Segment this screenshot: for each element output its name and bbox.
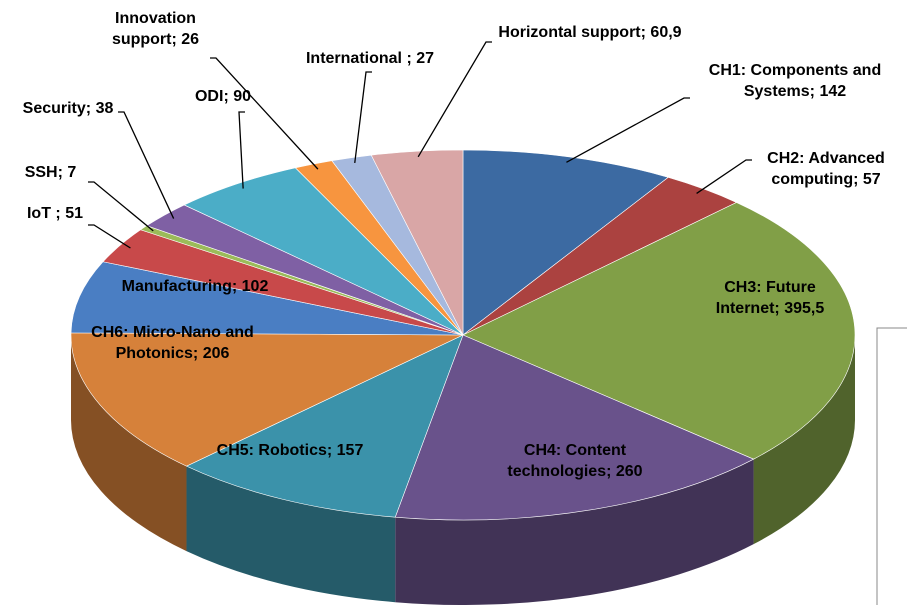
label-part: 7 <box>67 164 77 181</box>
label-part: CH2: Advanced computing <box>767 150 885 188</box>
leader-line <box>88 181 154 232</box>
leader-line <box>210 57 319 170</box>
label-part: ; <box>853 171 859 188</box>
label-part: ODI <box>194 88 224 105</box>
data-label: CH4: Content technologies; 260 <box>490 440 660 482</box>
leader-line <box>696 159 752 194</box>
slice <box>370 149 464 336</box>
slice-side <box>395 459 754 605</box>
label-part: International <box>305 50 407 67</box>
label-part: CH1: Components and Systems <box>708 62 882 100</box>
pie-top <box>70 149 856 521</box>
label-part: ; <box>774 300 780 317</box>
leader-line <box>566 97 690 163</box>
label-part: 51 <box>65 205 83 222</box>
label-part: 26 <box>181 31 200 48</box>
label-part: Security <box>22 100 86 117</box>
label-part: ; <box>809 83 815 100</box>
slice <box>70 261 464 336</box>
label-part: 27 <box>416 50 435 67</box>
label-part: ; <box>85 100 92 117</box>
legend-frame <box>876 327 907 605</box>
label-part: ; <box>192 345 199 362</box>
data-label: IoT ; 51 <box>10 203 100 224</box>
data-label: CH3: Future Internet; 395,5 <box>700 277 840 319</box>
slice <box>183 167 464 336</box>
label-part: ; <box>223 88 229 105</box>
label-part: CH5: Robotics <box>216 442 327 459</box>
slice <box>70 332 464 467</box>
data-label: International ; 27 <box>285 48 455 69</box>
label-part: ; <box>171 31 177 48</box>
data-label: Manufacturing; 102 <box>85 276 305 297</box>
data-label: Security; 38 <box>8 98 128 119</box>
label-part: Horizontal support <box>498 24 641 41</box>
slice <box>394 334 755 521</box>
label-part: IoT <box>26 205 56 222</box>
data-label: ODI; 90 <box>168 86 278 107</box>
slice <box>462 149 669 336</box>
label-part: ; <box>57 164 63 181</box>
label-part: 38 <box>95 100 114 117</box>
label-part: ; <box>640 24 646 41</box>
leader-line <box>417 41 492 158</box>
label-part: ; <box>55 205 61 222</box>
label-part: ; <box>231 278 238 295</box>
slice-side <box>753 335 855 545</box>
data-label: SSH; 7 <box>8 162 93 183</box>
label-part: CH6: Micro-Nano and Photonics <box>91 324 254 362</box>
label-part: 90 <box>233 88 252 105</box>
label-part: 142 <box>819 83 847 100</box>
label-part: 157 <box>336 442 364 459</box>
label-part: Innovation support <box>111 10 196 48</box>
slice-side <box>186 466 396 603</box>
label-part: 395,5 <box>784 300 825 317</box>
data-label: Innovation support; 26 <box>88 8 223 50</box>
leader-line <box>118 111 175 219</box>
data-label: Horizontal support; 60,9 <box>490 22 690 43</box>
data-label: CH1: Components and Systems; 142 <box>700 60 890 102</box>
leader-line <box>354 71 372 164</box>
slice <box>462 202 856 460</box>
label-part: Manufacturing <box>121 278 232 295</box>
data-label: CH5: Robotics; 157 <box>180 440 400 461</box>
leader-line <box>88 224 131 249</box>
pie-sides <box>71 335 855 605</box>
leader-line <box>238 111 245 189</box>
label-part: 60,9 <box>650 24 682 41</box>
label-part: 260 <box>615 463 643 480</box>
label-part: SSH <box>24 164 58 181</box>
data-label: CH2: Advanced computing; 57 <box>745 148 907 190</box>
label-part: ; <box>326 442 333 459</box>
label-part: ; <box>606 463 612 480</box>
label-part: CH3: Future Internet <box>715 279 816 317</box>
label-part: 57 <box>862 171 881 188</box>
slice-side <box>71 335 187 552</box>
label-part: ; <box>406 50 412 67</box>
label-part: CH4: Content technologies <box>507 442 627 480</box>
label-part: 102 <box>241 278 269 295</box>
slice <box>185 334 464 518</box>
label-part: 206 <box>202 345 230 362</box>
data-label: CH6: Micro-Nano and Photonics; 206 <box>75 322 270 364</box>
